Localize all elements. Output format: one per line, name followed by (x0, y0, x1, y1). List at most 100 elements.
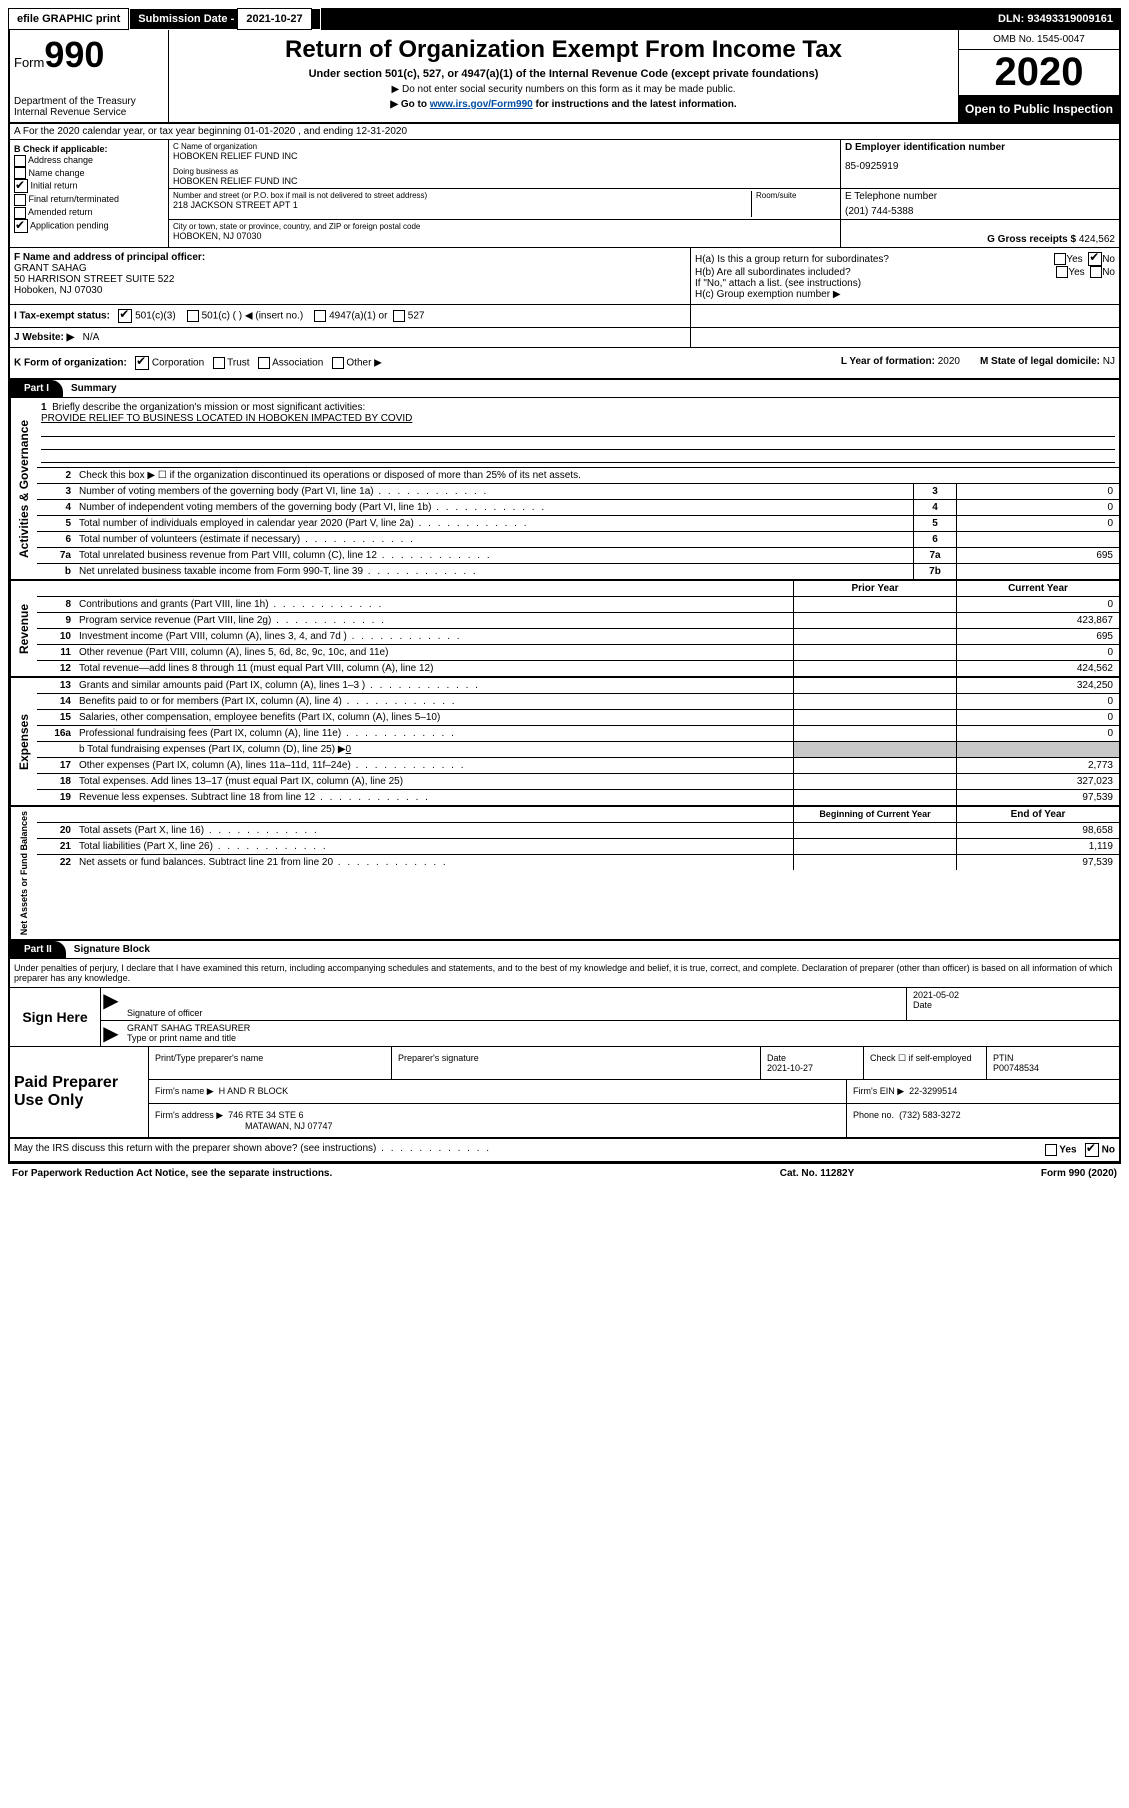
efile-label: efile GRAPHIC print (8, 8, 129, 30)
org-name-cell: C Name of organization HOBOKEN RELIEF FU… (169, 140, 841, 188)
line18-value: 327,023 (956, 774, 1119, 789)
ptin-value: P00748534 (993, 1063, 1113, 1073)
line14-value: 0 (956, 694, 1119, 709)
group-return: H(a) Is this a group return for subordin… (691, 248, 1119, 304)
part-2-header: Part II Signature Block (8, 941, 1121, 959)
irs-link[interactable]: www.irs.gov/Form990 (430, 99, 533, 110)
block-bcde: B Check if applicable: Address change Na… (8, 140, 1121, 248)
officer-addr2: Hoboken, NJ 07030 (14, 285, 686, 296)
omb-number: OMB No. 1545-0047 (959, 30, 1119, 50)
open-to-public: Open to Public Inspection (959, 96, 1119, 122)
phone-cell: E Telephone number (201) 744-5388 (841, 189, 1119, 219)
gross-receipts: 424,562 (1079, 234, 1115, 245)
ha-no-checkbox[interactable] (1088, 252, 1102, 266)
perjury-declaration: Under penalties of perjury, I declare th… (8, 959, 1121, 988)
line21-value: 1,119 (956, 839, 1119, 854)
state-domicile: NJ (1103, 356, 1115, 367)
line9-value: 423,867 (956, 613, 1119, 628)
line12-value: 424,562 (956, 661, 1119, 676)
line6-value (956, 532, 1119, 547)
form-subtitle-1: Under section 501(c), 527, or 4947(a)(1)… (175, 68, 952, 80)
section-revenue: Revenue Prior YearCurrent Year 8Contribu… (8, 581, 1121, 678)
phone-value: (201) 744-5388 (845, 206, 1115, 217)
opt-application-pending[interactable]: Application pending (14, 219, 164, 233)
submission-date-value: 2021-10-27 (237, 8, 311, 30)
trust-checkbox[interactable] (213, 357, 225, 369)
opt-final-return[interactable]: Final return/terminated (14, 193, 164, 206)
officer-name: GRANT SAHAG (14, 263, 686, 274)
city-cell: City or town, state or province, country… (169, 220, 841, 247)
col-cde: C Name of organization HOBOKEN RELIEF FU… (169, 140, 1119, 247)
mission-value: PROVIDE RELIEF TO BUSINESS LOCATED IN HO… (41, 413, 1115, 424)
row-klm: K Form of organization: Corporation Trus… (8, 348, 1121, 380)
line11-value: 0 (956, 645, 1119, 660)
line20-value: 98,658 (956, 823, 1119, 838)
city-state-zip: HOBOKEN, NJ 07030 (173, 231, 836, 241)
discuss-yes-checkbox[interactable] (1045, 1144, 1057, 1156)
other-checkbox[interactable] (332, 357, 344, 369)
irs-discuss-row: May the IRS discuss this return with the… (8, 1139, 1121, 1163)
ha-yes-checkbox[interactable] (1054, 253, 1066, 265)
4947-checkbox[interactable] (314, 310, 326, 322)
section-net-assets: Net Assets or Fund Balances Beginning of… (8, 807, 1121, 941)
line15-value: 0 (956, 710, 1119, 725)
col-b-checkboxes: B Check if applicable: Address change Na… (10, 140, 169, 247)
section-expenses: Expenses 13Grants and similar amounts pa… (8, 678, 1121, 807)
department-label: Department of the Treasury Internal Reve… (14, 96, 164, 118)
principal-officer: F Name and address of principal officer:… (10, 248, 691, 304)
501c3-checkbox[interactable] (118, 309, 132, 323)
opt-amended-return[interactable]: Amended return (14, 206, 164, 219)
arrow-icon: ▶ (101, 1021, 121, 1046)
dba-name: HOBOKEN RELIEF FUND INC (173, 176, 836, 186)
501c-checkbox[interactable] (187, 310, 199, 322)
firm-phone: (732) 583-3272 (899, 1110, 961, 1120)
form-number: Form990 (14, 34, 164, 76)
sign-here-block: Sign Here ▶ Signature of officer 2021-05… (8, 988, 1121, 1047)
hb-yes-checkbox[interactable] (1056, 266, 1068, 278)
line16b-value: 0 (346, 744, 352, 755)
discuss-no-checkbox[interactable] (1085, 1143, 1099, 1157)
line3-value: 0 (956, 484, 1119, 499)
line16a-value: 0 (956, 726, 1119, 741)
page-footer: For Paperwork Reduction Act Notice, see … (8, 1163, 1121, 1183)
line7a-value: 695 (956, 548, 1119, 563)
row-fh: F Name and address of principal officer:… (8, 248, 1121, 305)
gross-receipts-cell: G Gross receipts $ 424,562 (841, 220, 1119, 247)
form-subtitle-3: ▶ Go to www.irs.gov/Form990 for instruct… (175, 99, 952, 110)
line8-value: 0 (956, 597, 1119, 612)
paid-preparer-block: Paid Preparer Use Only Print/Type prepar… (8, 1047, 1121, 1139)
street-address: 218 JACKSON STREET APT 1 (173, 200, 751, 210)
assoc-checkbox[interactable] (258, 357, 270, 369)
opt-name-change[interactable]: Name change (14, 167, 164, 180)
line4-value: 0 (956, 500, 1119, 515)
sign-date: 2021-05-02 (913, 990, 1113, 1000)
dln-value: DLN: 93493319009161 (990, 9, 1121, 29)
submission-date-label: Submission Date - 2021-10-27 (129, 8, 320, 30)
opt-address-change[interactable]: Address change (14, 154, 164, 167)
org-name: HOBOKEN RELIEF FUND INC (173, 151, 836, 161)
street-cell: Number and street (or P.O. box if mail i… (169, 189, 841, 219)
officer-signature-name: GRANT SAHAG TREASURER (127, 1023, 1113, 1033)
form-title: Return of Organization Exempt From Incom… (175, 36, 952, 64)
line10-value: 695 (956, 629, 1119, 644)
line13-value: 324,250 (956, 678, 1119, 693)
hb-no-checkbox[interactable] (1090, 266, 1102, 278)
firm-name: H AND R BLOCK (219, 1086, 289, 1096)
section-activities-governance: Activities & Governance 1 Briefly descri… (8, 398, 1121, 581)
form-990-page: efile GRAPHIC print Submission Date - 20… (0, 0, 1129, 1191)
ein-cell: D Employer identification number 85-0925… (841, 140, 1119, 188)
part-1-header: Part I Summary (8, 380, 1121, 398)
row-a-period: A For the 2020 calendar year, or tax yea… (8, 124, 1121, 140)
opt-initial-return[interactable]: Initial return (14, 179, 164, 193)
tax-year: 2020 (959, 50, 1119, 96)
line5-value: 0 (956, 516, 1119, 531)
form-header: Form990 Department of the Treasury Inter… (8, 30, 1121, 124)
header-left: Form990 Department of the Treasury Inter… (10, 30, 169, 122)
527-checkbox[interactable] (393, 310, 405, 322)
arrow-icon: ▶ (101, 988, 121, 1020)
col-b-label: B Check if applicable: (14, 144, 164, 154)
website-value: N/A (83, 332, 100, 343)
corp-checkbox[interactable] (135, 356, 149, 370)
line22-value: 97,539 (956, 855, 1119, 870)
top-bar: efile GRAPHIC print Submission Date - 20… (8, 8, 1121, 30)
